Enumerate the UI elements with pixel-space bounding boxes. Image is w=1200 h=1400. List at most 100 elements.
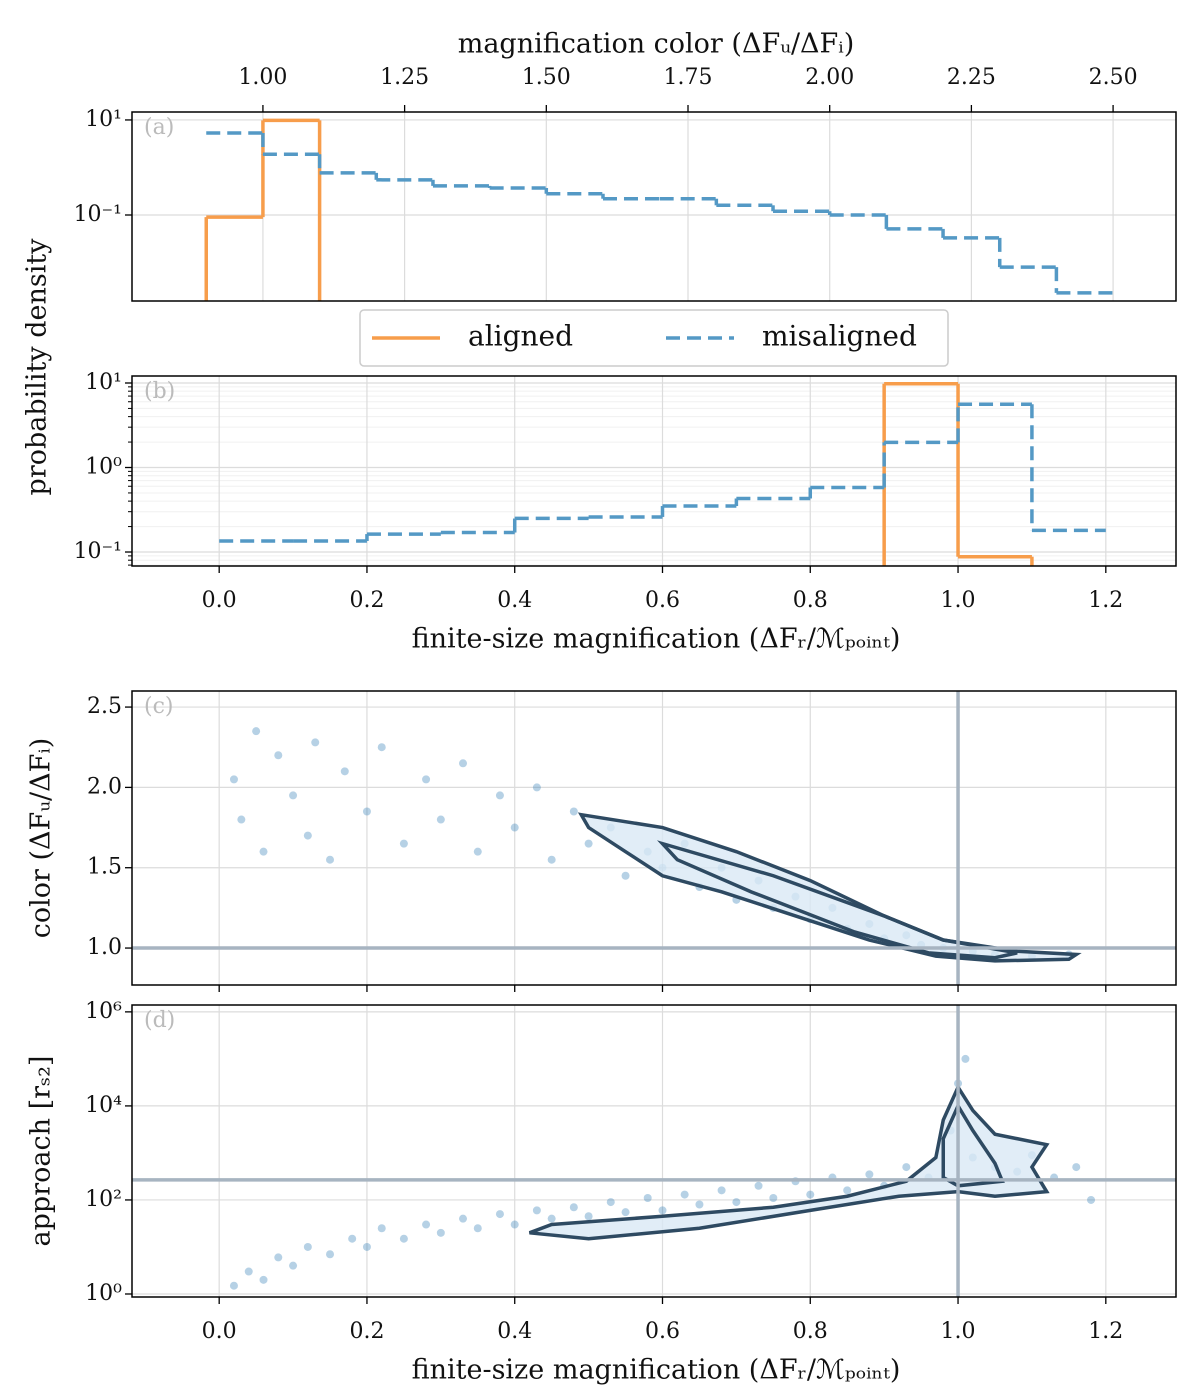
scatter-point <box>547 855 556 864</box>
y-axis-label: color (ΔFᵤ/ΔFᵢ) <box>26 738 57 939</box>
x-axis-label: finite-size magnification (ΔFᵣ/ℳₚₒᵢₙₜ) <box>412 624 901 655</box>
x-tick-label: 0.0 <box>202 1319 237 1344</box>
density-contour <box>577 812 1082 963</box>
x-tick-label: 0.2 <box>349 1319 384 1344</box>
scatter-point <box>326 855 335 864</box>
axes-frame <box>131 1004 1177 1298</box>
scatter-point <box>436 815 445 824</box>
x-tick-label: 0.6 <box>645 1319 680 1344</box>
y-tick-label: 10⁰ <box>85 1281 122 1306</box>
scatter-point <box>326 1250 335 1259</box>
scatter-point <box>621 1208 630 1217</box>
scatter-point <box>510 1220 519 1229</box>
scatter-point <box>244 1267 253 1276</box>
scatter-point <box>377 1224 386 1233</box>
density-contour <box>528 1083 1050 1241</box>
scatter-point <box>621 871 630 880</box>
shared-y-label: probability density <box>22 238 53 496</box>
legend-label: misaligned <box>762 320 917 353</box>
scatter-point <box>422 775 431 784</box>
scatter-point <box>229 1281 238 1290</box>
y-tick-label: 10⁶ <box>85 999 122 1024</box>
y-tick-label: 10⁰ <box>85 455 122 480</box>
scatter-point <box>229 775 238 784</box>
scatter-point <box>806 1190 815 1199</box>
scatter-point <box>532 1206 541 1215</box>
legend-label: aligned <box>468 320 573 353</box>
scatter-point <box>769 1194 778 1203</box>
scatter-point <box>495 791 504 800</box>
x-tick-label: 1.75 <box>664 65 713 90</box>
y-tick-label: 10⁻¹ <box>74 202 122 227</box>
legend-box <box>359 309 949 367</box>
scatter-point <box>399 839 408 848</box>
x-tick-label: 2.25 <box>947 65 996 90</box>
scatter-point <box>584 839 593 848</box>
scatter-point <box>303 831 312 840</box>
panel-label: (a) <box>144 115 174 140</box>
scatter-point <box>1087 1195 1096 1204</box>
x-tick-label: 2.00 <box>805 65 854 90</box>
y-tick-label: 2.5 <box>87 694 122 719</box>
scatter-point <box>902 1163 911 1172</box>
x-tick-label: 1.2 <box>1088 1319 1123 1344</box>
x-axis-label: finite-size magnification (ΔFᵣ/ℳₚₒᵢₙₜ) <box>412 1355 901 1386</box>
scatter-point <box>510 823 519 832</box>
x-tick-label: 1.50 <box>522 65 571 90</box>
scatter-point <box>584 1212 593 1221</box>
scatter-point <box>422 1220 431 1229</box>
x-tick-label: 1.00 <box>238 65 287 90</box>
plot-area <box>132 1005 1176 1297</box>
scatter-point <box>252 727 261 736</box>
scatter-point <box>377 743 386 752</box>
scatter-point <box>259 847 268 856</box>
y-tick-label: 10⁴ <box>85 1093 122 1118</box>
y-tick-label: 10¹ <box>85 370 122 395</box>
x-tick-label: 0.8 <box>793 588 828 613</box>
scatter-point <box>843 1186 852 1195</box>
x-axis-label: magnification color (ΔFᵤ/ΔFᵢ) <box>458 29 855 60</box>
x-tick-label: 2.50 <box>1089 65 1138 90</box>
scatter-point <box>399 1234 408 1243</box>
plot-area <box>132 691 1176 985</box>
plot-area <box>132 112 1176 301</box>
scatter-point <box>436 1228 445 1237</box>
y-tick-label: 10¹ <box>85 107 122 132</box>
scatter-point <box>865 1170 874 1179</box>
scatter-point <box>459 759 468 768</box>
scatter-point <box>473 1224 482 1233</box>
density-contour <box>656 840 1018 960</box>
x-tick-label: 0.4 <box>497 588 532 613</box>
axes-frame <box>131 111 1177 302</box>
scatter-point <box>289 1261 298 1270</box>
scatter-point <box>547 1214 556 1223</box>
scatter-point <box>259 1275 268 1284</box>
x-tick-label: 1.25 <box>380 65 429 90</box>
scatter-point <box>274 751 283 760</box>
scatter-point <box>311 738 320 747</box>
y-tick-label: 10⁻¹ <box>74 539 122 564</box>
x-tick-label: 0.2 <box>349 588 384 613</box>
panel-label: (b) <box>144 379 175 404</box>
scatter-point <box>732 1198 741 1207</box>
scatter-point <box>459 1214 468 1223</box>
scatter-point <box>348 1234 357 1243</box>
x-tick-label: 0.0 <box>202 588 237 613</box>
x-tick-label: 0.6 <box>645 588 680 613</box>
y-tick-label: 1.5 <box>87 855 122 880</box>
scatter-point <box>643 1194 652 1203</box>
scatter-point <box>473 847 482 856</box>
axes-frame <box>131 690 1177 986</box>
y-tick-label: 1.0 <box>87 935 122 960</box>
x-tick-label: 0.4 <box>497 1319 532 1344</box>
scatter-point <box>362 1242 371 1251</box>
y-tick-label: 10² <box>85 1187 122 1212</box>
scatter-point <box>606 1198 615 1207</box>
scatter-point <box>532 783 541 792</box>
scatter-point <box>289 791 298 800</box>
scatter-point <box>569 807 578 816</box>
scatter-point <box>717 1186 726 1195</box>
scatter-point <box>274 1253 283 1262</box>
